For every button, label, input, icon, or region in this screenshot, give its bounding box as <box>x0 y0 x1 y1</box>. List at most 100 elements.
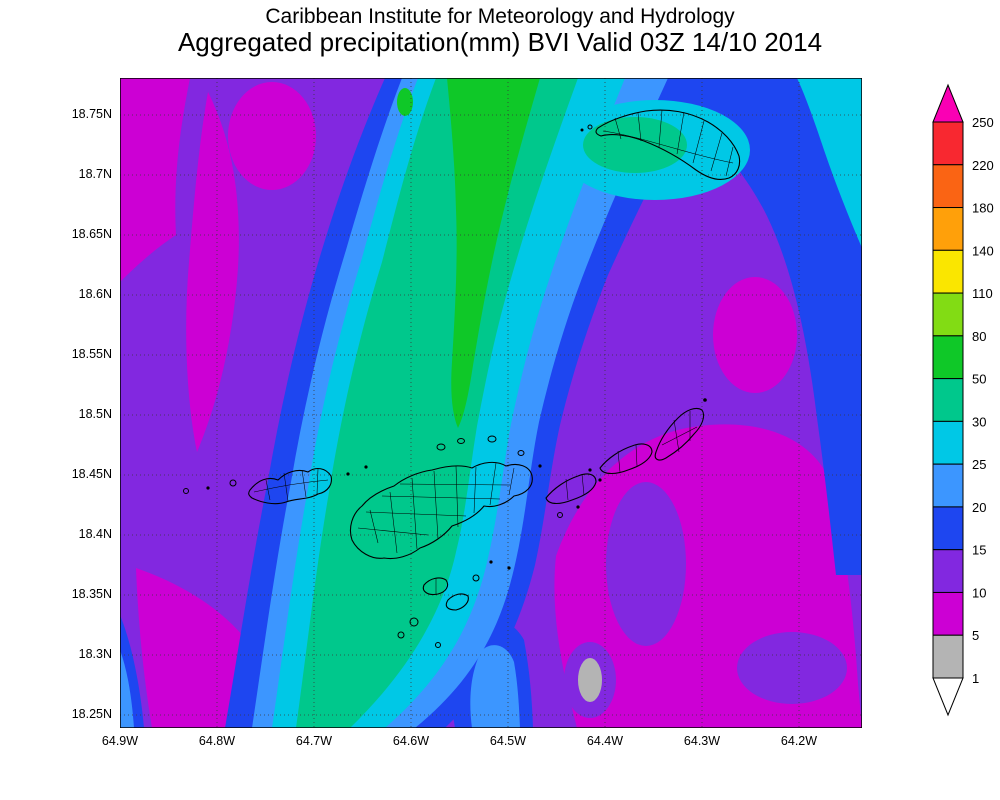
islet-central-1 <box>436 443 446 451</box>
islet-south-5 <box>472 574 480 582</box>
colorbar-level-label: 20 <box>972 500 986 515</box>
lon-label: 64.8W <box>198 734 236 748</box>
colorbar-level-label: 250 <box>972 115 994 130</box>
islet-east-2 <box>598 478 602 482</box>
colorbar-level-label: 140 <box>972 243 994 258</box>
island-east-2 <box>599 443 653 475</box>
title-line-1: Caribbean Institute for Meteorology and … <box>265 5 735 28</box>
contour-blue-right-edge <box>640 78 862 575</box>
contour-green-blip <box>397 88 413 116</box>
contour-magenta-upper-blob <box>228 82 316 190</box>
lon-label: 64.2W <box>780 734 818 748</box>
islet-east-4 <box>557 512 563 518</box>
island-east-1 <box>545 473 597 505</box>
contour-violet-swirl-1 <box>606 482 686 646</box>
lon-label: 64.6W <box>392 734 430 748</box>
islet-central-7 <box>364 465 368 469</box>
island-anegada <box>595 109 741 180</box>
grid-lines <box>120 78 862 728</box>
islet-south-4 <box>397 631 405 639</box>
lon-label: 64.5W <box>489 734 527 748</box>
lat-label: 18.6N <box>78 287 112 301</box>
island-east-2-subdivisions <box>617 444 638 473</box>
island-west-subdivisions <box>265 468 319 502</box>
contour-magenta-bottomleft <box>136 568 258 728</box>
colorbar-band <box>932 463 964 508</box>
colorbar-level-label: 25 <box>972 457 986 472</box>
colorbar-band <box>932 207 964 251</box>
lat-label: 18.45N <box>71 467 112 481</box>
colorbar-band <box>932 249 964 294</box>
islet-south-6 <box>435 642 441 648</box>
islet-west-3 <box>183 488 189 494</box>
islet-anegada-west-2 <box>580 128 584 132</box>
colorbar-level-label: 1 <box>972 671 979 686</box>
colorbar-band <box>932 164 964 209</box>
lat-label: 18.25N <box>71 707 112 721</box>
island-south-1 <box>422 577 449 596</box>
lat-label: 18.7N <box>78 167 112 181</box>
colorbar-level-label: 15 <box>972 543 986 558</box>
island-virgin-gorda <box>654 407 705 461</box>
lon-label: 64.7W <box>295 734 333 748</box>
lon-label: 64.3W <box>683 734 721 748</box>
islet-central-3 <box>487 435 497 443</box>
colorbar-level-label: 80 <box>972 329 986 344</box>
colorbar-canvas: 250 220 180 140 110 80 50 30 25 20 15 10 5 1 <box>932 83 994 717</box>
lat-label: 18.35N <box>71 587 112 601</box>
contour-violet-swirl-2 <box>737 632 847 704</box>
colorbar-band <box>932 292 964 337</box>
map-canvas <box>120 78 862 728</box>
colorbar-band <box>932 591 964 636</box>
islet-south-7 <box>489 560 493 564</box>
islet-west-1 <box>229 479 237 487</box>
islet-south-8 <box>507 566 511 570</box>
contour-magenta-topleft <box>120 78 190 282</box>
island-central-cluster <box>349 461 533 560</box>
contour-lightblue-prong <box>470 645 520 728</box>
contour-green-core <box>447 78 540 428</box>
lat-label: 18.65N <box>71 227 112 241</box>
islet-central-5 <box>538 464 542 468</box>
island-virgin-gorda-subdivisions <box>661 411 698 453</box>
contour-magenta-right-blob <box>713 277 797 393</box>
lon-label: 64.4W <box>586 734 624 748</box>
colorbar-level-label: 5 <box>972 628 979 643</box>
island-outlines <box>183 109 741 648</box>
island-south-2 <box>445 593 469 611</box>
lat-label: 18.4N <box>78 527 112 541</box>
colorbar-level-label: 50 <box>972 372 986 387</box>
colorbar-level-label: 10 <box>972 585 986 600</box>
islet-east-5 <box>576 505 580 509</box>
island-east-1-subdivisions <box>565 473 585 501</box>
colorbar-level-label: 180 <box>972 201 994 216</box>
title-line-2: Aggregated precipitation(mm) BVI Valid 0… <box>177 27 823 57</box>
contour-teal-anegada-lobe <box>583 117 687 173</box>
lat-label: 18.75N <box>71 107 112 121</box>
colorbar-band <box>932 549 964 593</box>
lat-label: 18.55N <box>71 347 112 361</box>
contour-lightblue-bottomleft <box>120 650 134 728</box>
islet-central-4 <box>517 450 525 456</box>
islet-central-2 <box>457 438 465 444</box>
contour-magenta-left-streak <box>186 92 239 452</box>
island-anegada-midline <box>602 130 734 164</box>
island-central-subdivisions-h <box>357 483 511 536</box>
colorbar-band <box>932 335 964 380</box>
islet-anegada-west <box>587 124 593 130</box>
contour-teal-band <box>296 78 578 728</box>
colorbar-band <box>932 420 964 465</box>
islet-central-6 <box>346 472 350 476</box>
islet-south-3 <box>409 617 419 627</box>
islet-east-1 <box>588 468 592 472</box>
lat-label: 18.5N <box>78 407 112 421</box>
colorbar-bottom-triangle <box>932 677 964 717</box>
island-west-group <box>248 467 332 505</box>
colorbar-band <box>932 634 964 679</box>
colorbar-level-label: 220 <box>972 158 994 173</box>
colorbar-band <box>932 121 964 166</box>
islet-east-3 <box>703 398 707 402</box>
colorbar-band <box>932 506 964 551</box>
contour-gray-spot <box>578 658 602 702</box>
